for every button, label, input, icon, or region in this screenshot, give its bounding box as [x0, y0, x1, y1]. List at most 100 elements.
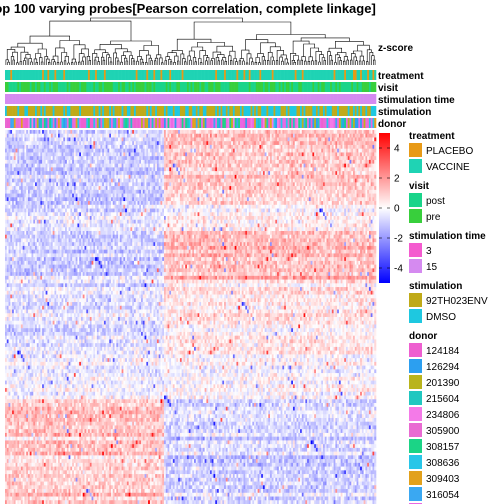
annotation-cell-donor: [12, 118, 15, 128]
heatmap-cell: [142, 182, 145, 187]
heatmap-cell: [24, 156, 27, 161]
heatmap-cell: [132, 159, 135, 164]
heatmap-cell: [100, 174, 103, 179]
heatmap-cell: [344, 156, 347, 161]
heatmap-cell: [337, 182, 340, 187]
heatmap-cell: [275, 130, 278, 135]
heatmap-cell: [89, 193, 92, 198]
heatmap-cell: [144, 156, 147, 161]
heatmap-cell: [132, 141, 135, 146]
heatmap-cell: [158, 193, 161, 198]
annotation-cell-stimulation: [252, 106, 255, 116]
annotation-cell-stimulation-time: [112, 94, 115, 104]
heatmap-cell: [118, 156, 121, 161]
heatmap-cell: [133, 148, 137, 153]
annotation-cell-visit: [88, 82, 91, 92]
heatmap-cell: [287, 144, 290, 149]
heatmap-cell: [266, 174, 269, 179]
annotation-cell-visit: [208, 82, 211, 92]
heatmap-cell: [266, 156, 269, 161]
annotation-cell-treatment: [47, 70, 50, 80]
heatmap-cell: [298, 171, 301, 176]
dendrogram-link: [230, 60, 233, 65]
heatmap-cell: [278, 186, 281, 191]
heatmap-cell: [278, 167, 281, 172]
dendrogram-link: [366, 49, 372, 62]
heatmap-cell: [65, 137, 68, 142]
heatmap-cell: [190, 148, 193, 153]
heatmap-cell: [300, 167, 303, 172]
annotation-cell-donor: [158, 118, 161, 128]
heatmap-cell: [65, 186, 68, 191]
heatmap-cell: [222, 141, 225, 146]
annotation-cell-stimulation-time: [192, 94, 195, 104]
heatmap-cell: [354, 152, 357, 157]
heatmap-cell: [199, 133, 202, 138]
annotation-cell-stimulation-time: [10, 94, 13, 104]
heatmap-cell: [88, 193, 91, 198]
heatmap-cell: [160, 189, 163, 194]
heatmap-cell: [146, 148, 149, 153]
annotation-cell-visit: [5, 82, 8, 92]
annotation-cell-stimulation-time: [358, 94, 361, 104]
annotation-cell-treatment: [174, 70, 177, 80]
heatmap-cell: [308, 152, 311, 157]
heatmap-cell: [330, 163, 333, 168]
heatmap-cell: [324, 178, 327, 183]
heatmap-cell: [31, 163, 34, 168]
heatmap-cell: [363, 152, 366, 157]
heatmap-cell: [227, 178, 230, 183]
heatmap-cell: [289, 156, 292, 161]
annotation-cell-stimulation: [84, 106, 87, 116]
annotation-cell-treatment: [88, 70, 91, 80]
annotation-cell-stimulation-time: [215, 94, 218, 104]
heatmap-cell: [58, 141, 61, 146]
heatmap-cell: [65, 156, 68, 161]
heatmap-cell: [49, 137, 52, 142]
dendrogram-link: [184, 61, 187, 65]
visit-track-label: visit: [378, 83, 399, 94]
heatmap-cell: [183, 186, 186, 191]
heatmap-cell: [86, 148, 89, 153]
heatmap-cell: [370, 167, 373, 172]
heatmap-cell: [215, 144, 218, 149]
annotation-cell-donor: [70, 118, 73, 128]
heatmap-cell: [222, 167, 225, 172]
heatmap-cell: [59, 171, 62, 176]
heatmap-cell: [70, 148, 73, 153]
heatmap-cell: [282, 148, 285, 153]
annotation-cell-visit: [186, 82, 190, 92]
heatmap-cell: [40, 141, 43, 146]
heatmap-cell: [65, 189, 68, 194]
heatmap-cell: [326, 171, 329, 176]
heatmap-cell: [190, 156, 193, 161]
heatmap-cell: [204, 193, 207, 198]
heatmap-cell: [305, 144, 308, 149]
heatmap-cell: [65, 141, 68, 146]
heatmap-cell: [95, 133, 98, 138]
heatmap-cell: [80, 174, 84, 179]
heatmap-cell: [96, 130, 99, 135]
heatmap-cell: [220, 130, 223, 135]
heatmap-cell: [232, 178, 235, 183]
heatmap-cell: [278, 144, 281, 149]
heatmap-cell: [217, 167, 220, 172]
heatmap-cell: [356, 174, 359, 179]
heatmap-cell: [342, 156, 345, 161]
annotation-cell-donor: [353, 118, 356, 128]
heatmap-cell: [239, 137, 243, 142]
heatmap-cell: [323, 133, 326, 138]
heatmap-cell: [102, 163, 105, 168]
heatmap-cell: [224, 167, 227, 172]
heatmap-cell: [345, 156, 349, 161]
annotation-cell-donor: [229, 118, 232, 128]
heatmap-cell: [73, 186, 76, 191]
heatmap-cell: [257, 178, 260, 183]
annotation-cell-donor: [190, 118, 193, 128]
heatmap-cell: [344, 163, 347, 168]
heatmap-cell: [211, 141, 214, 146]
annotation-cell-stimulation-time: [218, 94, 221, 104]
heatmap-cell: [262, 144, 265, 149]
heatmap-cell: [135, 171, 138, 176]
dendrogram-link: [314, 60, 318, 65]
